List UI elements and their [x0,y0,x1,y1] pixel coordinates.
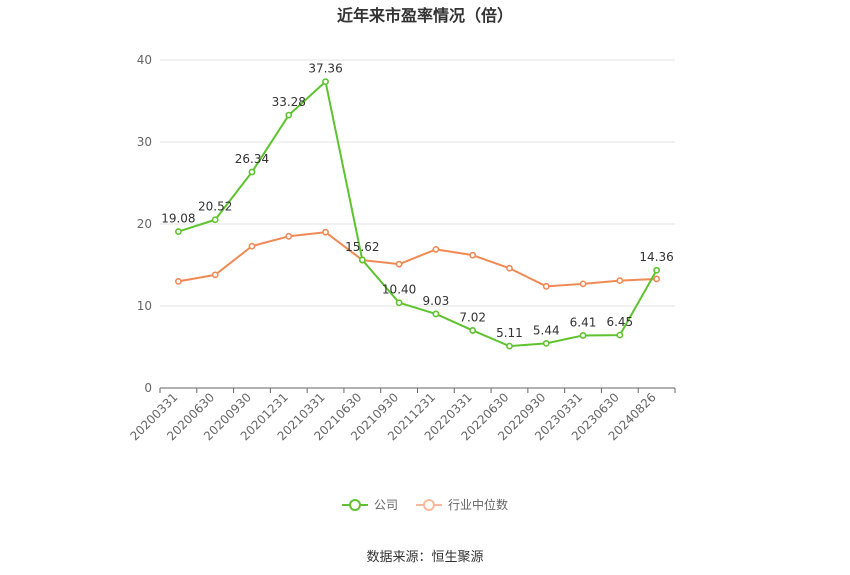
legend-company-marker-icon [341,498,368,512]
data-label-company: 37.36 [308,62,342,76]
data-point-industry-median [322,228,329,236]
y-tick-label: 10 [137,299,152,313]
data-point-company [469,327,477,334]
data-label-company: 9.03 [423,294,450,308]
y-tick-label: 0 [144,381,152,395]
data-point-company [395,299,403,307]
data-point-industry-median [395,260,403,268]
data-label-company: 19.08 [161,212,195,226]
legend-industry-label: 行业中位数 [448,498,509,512]
data-label-company: 6.45 [606,315,633,329]
data-point-industry-median [579,280,587,288]
y-tick-label: 40 [137,53,152,67]
data-point-company [174,228,182,235]
data-point-industry-median [653,275,661,283]
data-label-company: 14.36 [639,250,673,264]
chart-title: 近年来市盈率情况（倍） [336,6,513,25]
data-point-industry-median [285,232,293,240]
data-point-company [506,342,513,350]
data-label-company: 10.40 [382,283,416,297]
series-line-industry-median [178,231,657,288]
data-point-industry-median [506,264,513,272]
data-point-company [579,332,587,339]
legend-item-industry-median[interactable]: 行业中位数 [416,496,508,513]
chart-legend: 公司 行业中位数 [0,496,850,513]
data-label-company: 5.44 [533,323,560,337]
y-tick-label: 20 [137,217,152,231]
data-source-note: 数据来源：恒生聚源 [366,550,484,565]
data-label-company: 5.11 [496,326,523,340]
data-point-company [322,78,329,86]
data-point-company [248,168,256,176]
data-label-company: 20.52 [198,200,232,214]
data-label-company: 6.41 [570,315,597,329]
data-label-company: 7.02 [459,310,486,324]
data-point-industry-median [248,242,256,250]
data-point-industry-median [174,277,182,285]
data-point-industry-median [469,251,477,259]
data-point-company [211,216,219,224]
data-point-industry-median [211,271,219,279]
series-line-company [178,80,658,348]
legend-company-label: 公司 [373,498,398,512]
data-label-company: 15.62 [345,240,379,254]
data-point-industry-median [542,282,550,290]
data-point-company [542,339,550,347]
data-point-company [432,310,440,318]
data-point-industry-median [432,246,440,253]
data-point-company [285,111,293,119]
data-point-industry-median [616,277,624,284]
data-point-company [653,266,661,274]
data-label-company: 26.34 [235,152,269,166]
y-tick-label: 30 [137,135,152,149]
data-point-company [358,256,366,264]
legend-item-company[interactable]: 公司 [341,496,398,513]
data-label-company: 33.28 [272,95,306,109]
legend-industry-marker-icon [416,498,442,512]
data-point-company [616,331,624,339]
